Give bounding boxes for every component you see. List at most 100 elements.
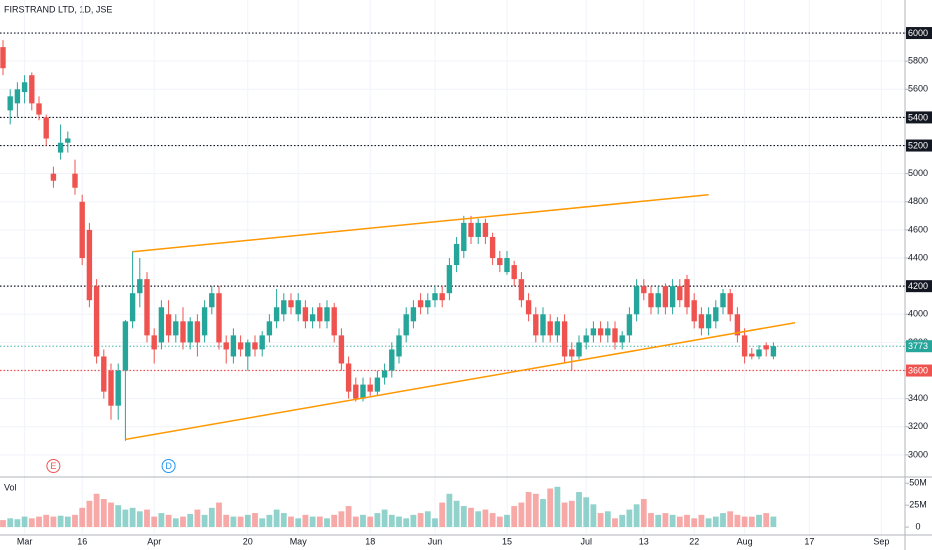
volume-bar [266,514,273,528]
candle-body [259,335,265,350]
y-tick-label: 5600 [908,84,928,94]
candle-body [669,286,676,308]
volume-bar [396,516,402,528]
volume-bar [223,514,230,528]
candle-body [648,293,654,308]
volume-bar [532,493,539,528]
candle-body [180,321,186,343]
volume-bar [43,514,50,528]
volume-bar [201,514,208,528]
candle-body [324,307,330,322]
x-tick-label: 16 [77,536,87,546]
volume-bar [662,513,669,528]
x-tick-label: Aug [737,536,753,546]
volume-bar [482,509,489,528]
volume-bar [367,516,374,528]
volume-bar [187,513,194,528]
candle-body [511,265,517,280]
x-tick-label: 20 [243,536,253,546]
candle-body [374,377,381,392]
y-tick-label: 3200 [908,421,928,431]
candle-body [223,342,229,350]
candle-body [497,258,503,266]
candle-body [273,307,280,322]
candle-body [605,328,611,336]
volume-bar [316,516,323,528]
candle-body [756,349,762,357]
candle-body [713,307,719,322]
x-tick-label: 17 [804,536,814,546]
volume-bar [511,506,518,528]
volume-bar [734,514,741,528]
volume-bar [28,518,35,528]
x-tick-label: 18 [365,536,375,546]
volume-bar [14,519,21,528]
candle-body [641,286,647,294]
candle-body [677,286,683,301]
candle-body [417,300,424,308]
volume-bar [295,518,302,528]
x-tick-label: 22 [689,536,699,546]
y-tick-label: 4000 [908,309,928,319]
candle-body [309,314,316,322]
trendline [132,194,709,253]
volume-tick-label: 25M [909,500,927,510]
volume-bar [144,509,150,528]
candle-body [0,47,6,69]
candle-body [295,300,301,315]
event-label: D [165,461,172,471]
x-tick-label: Apr [147,536,161,546]
volume-bar [698,514,705,528]
volume-bar [504,514,510,528]
volume-bar [338,511,345,528]
volume-bar [741,516,748,528]
volume-bar [604,511,611,528]
candle-body [597,328,604,336]
y-tick-label: 5800 [908,56,928,66]
candle-body [237,342,244,350]
candle-body [475,222,481,237]
volume-bar [381,509,388,528]
candle-body [86,229,93,301]
y-tick-label: 4400 [908,252,928,262]
candle-body [662,286,669,308]
candle-body [468,222,474,237]
volume-bar [172,518,179,528]
volume-bar [165,514,172,528]
candle-body [230,335,237,357]
volume-bar [626,509,633,528]
volume-bar [64,516,71,528]
level-label-box [906,280,932,293]
candle-body [612,328,618,343]
candle-body [504,258,510,273]
candle-body [396,335,402,357]
candle-body [763,345,769,350]
candle-body [439,293,445,301]
level-label-box [906,111,932,124]
volume-bar [302,514,309,528]
x-tick-label: Jun [428,536,443,546]
candle-body [619,335,625,343]
candle-body [453,243,460,266]
volume-bar [439,502,446,528]
candle-body [129,293,136,322]
candle-body [381,370,388,378]
volume-bar [720,513,726,528]
candle-body [410,307,417,322]
candle-body [576,342,582,357]
candle-body [547,321,553,336]
volume-bar [648,513,654,528]
candle-body [655,293,661,308]
volume-bar [252,513,258,528]
volume-bar [122,509,129,528]
candle-body [29,75,35,104]
candle-body [281,300,287,315]
volume-bar [547,488,554,528]
candle-body [144,279,150,336]
volume-bar [230,516,237,528]
candle-body [482,222,489,237]
candle-body [187,321,193,343]
y-tick-label: 3000 [908,449,928,459]
volume-bar [374,513,381,528]
